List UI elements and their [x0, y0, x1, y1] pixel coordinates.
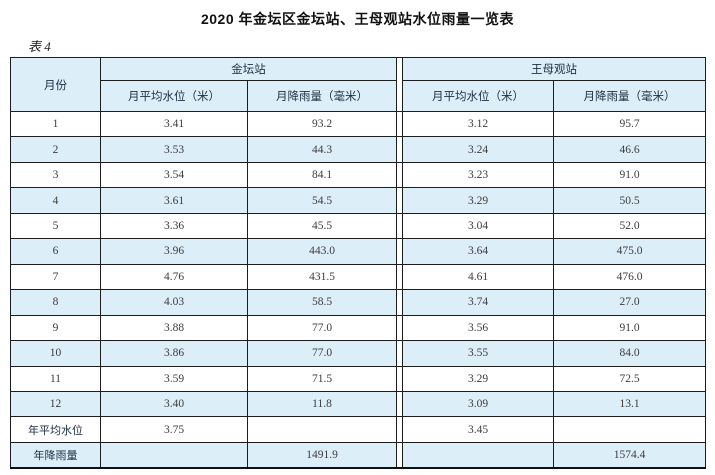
column-header-jintan-station: 金坛站	[100, 57, 397, 81]
value-cell: 3.09	[402, 390, 554, 418]
value-cell: 95.7	[553, 110, 706, 138]
value-cell: 91.0	[553, 161, 706, 189]
value-cell: 93.2	[247, 110, 397, 138]
value-cell: 3.29	[402, 187, 554, 214]
value-cell: 91.0	[553, 314, 706, 342]
value-cell: 27.0	[553, 289, 706, 316]
table-body: 1 3.41 93.2 3.12 95.7 2 3.53 44.3 3.24 46.6 3 3.54 8…	[10, 110, 706, 469]
value-cell: 3.74	[402, 289, 554, 316]
row-label-cell: 3	[10, 161, 101, 189]
value-cell: 3.29	[402, 365, 554, 392]
table-row: 6 3.96 443.0 3.64 475.0	[10, 238, 706, 265]
value-cell: 54.5	[247, 187, 397, 214]
table-row: 7 4.76 431.5 4.61 476.0	[10, 263, 706, 291]
row-label-cell: 1	[10, 110, 101, 138]
value-cell: 71.5	[247, 365, 397, 392]
value-cell: 11.8	[247, 390, 397, 418]
value-cell: 3.12	[402, 110, 554, 138]
row-label-cell: 年降雨量	[10, 441, 101, 469]
value-cell: 84.1	[247, 161, 397, 189]
table-row: 10 3.86 77.0 3.55 84.0	[10, 340, 706, 367]
value-cell	[100, 441, 248, 469]
value-cell: 3.96	[100, 238, 248, 265]
value-cell: 1491.9	[247, 441, 397, 469]
value-cell: 3.75	[100, 416, 248, 443]
value-cell: 13.1	[553, 390, 706, 418]
value-cell: 84.0	[553, 340, 706, 367]
value-cell: 476.0	[553, 263, 706, 291]
table-row: 2 3.53 44.3 3.24 46.6	[10, 136, 706, 163]
column-header-wangmuguan-level: 月平均水位（米）	[402, 80, 554, 112]
value-cell: 431.5	[247, 263, 397, 291]
value-cell: 3.41	[100, 110, 248, 138]
value-cell: 3.56	[402, 314, 554, 342]
column-header-wangmuguan-rain: 月降雨量（毫米）	[553, 80, 706, 112]
value-cell: 3.64	[402, 238, 554, 265]
value-cell: 3.54	[100, 161, 248, 189]
column-header-jintan-rain: 月降雨量（毫米）	[247, 80, 397, 112]
column-header-month: 月份	[10, 57, 101, 112]
value-cell: 1574.4	[553, 441, 706, 469]
table-row: 8 4.03 58.5 3.74 27.0	[10, 289, 706, 316]
value-cell: 46.6	[553, 136, 706, 163]
value-cell: 4.61	[402, 263, 554, 291]
value-cell: 3.23	[402, 161, 554, 189]
value-cell: 77.0	[247, 340, 397, 367]
row-label-cell: 8	[10, 289, 101, 316]
value-cell: 3.61	[100, 187, 248, 214]
water-level-rainfall-table: 月份 金坛站 王母观站 月平均水位（米） 月降雨量（毫米） 月平均水位（米） 月…	[10, 57, 706, 469]
row-label-cell: 4	[10, 187, 101, 214]
table-row: 9 3.88 77.0 3.56 91.0	[10, 314, 706, 342]
value-cell: 3.40	[100, 390, 248, 418]
value-cell: 3.24	[402, 136, 554, 163]
value-cell: 3.04	[402, 212, 554, 240]
value-cell: 3.86	[100, 340, 248, 367]
page-title: 2020 年金坛区金坛站、王母观站水位雨量一览表	[200, 11, 515, 27]
table-row: 年降雨量 1491.9 1574.4	[10, 441, 706, 469]
value-cell: 4.76	[100, 263, 248, 291]
row-label-cell: 9	[10, 314, 101, 342]
header-row-stations: 月份 金坛站 王母观站	[10, 57, 706, 112]
value-cell: 3.88	[100, 314, 248, 342]
value-cell	[553, 416, 706, 443]
value-cell: 45.5	[247, 212, 397, 240]
value-cell: 3.55	[402, 340, 554, 367]
value-cell	[247, 416, 397, 443]
row-label-cell: 10	[10, 340, 101, 367]
table-row: 3 3.54 84.1 3.23 91.0	[10, 161, 706, 189]
value-cell	[402, 441, 554, 469]
row-label-cell: 2	[10, 136, 101, 163]
table-row: 1 3.41 93.2 3.12 95.7	[10, 110, 706, 138]
value-cell: 3.36	[100, 212, 248, 240]
value-cell: 3.53	[100, 136, 248, 163]
value-cell: 44.3	[247, 136, 397, 163]
value-cell: 3.45	[402, 416, 554, 443]
table-row: 11 3.59 71.5 3.29 72.5	[10, 365, 706, 392]
row-label-cell: 5	[10, 212, 101, 240]
value-cell: 4.03	[100, 289, 248, 316]
header-row-measures: 月平均水位（米） 月降雨量（毫米） 月平均水位（米） 月降雨量（毫米）	[11, 80, 706, 112]
table-row: 4 3.61 54.5 3.29 50.5	[10, 187, 706, 214]
value-cell: 72.5	[553, 365, 706, 392]
row-label-cell: 6	[10, 238, 101, 265]
value-cell: 52.0	[553, 212, 706, 240]
value-cell: 58.5	[247, 289, 397, 316]
row-label-cell: 年平均水位	[10, 416, 101, 443]
value-cell: 50.5	[553, 187, 706, 214]
value-cell: 3.59	[100, 365, 248, 392]
row-label-cell: 11	[10, 365, 101, 392]
table-number-label: 表 4	[28, 39, 51, 54]
column-header-wangmuguan-station: 王母观站	[402, 57, 706, 81]
table-row: 12 3.40 11.8 3.09 13.1	[10, 390, 706, 418]
table-row: 年平均水位 3.75 3.45	[10, 416, 706, 443]
value-cell: 443.0	[247, 238, 397, 265]
row-label-cell: 12	[10, 390, 101, 418]
value-cell: 77.0	[247, 314, 397, 342]
value-cell: 475.0	[553, 238, 706, 265]
table-row: 5 3.36 45.5 3.04 52.0	[10, 212, 706, 240]
column-header-jintan-level: 月平均水位（米）	[100, 80, 248, 112]
row-label-cell: 7	[10, 263, 101, 291]
